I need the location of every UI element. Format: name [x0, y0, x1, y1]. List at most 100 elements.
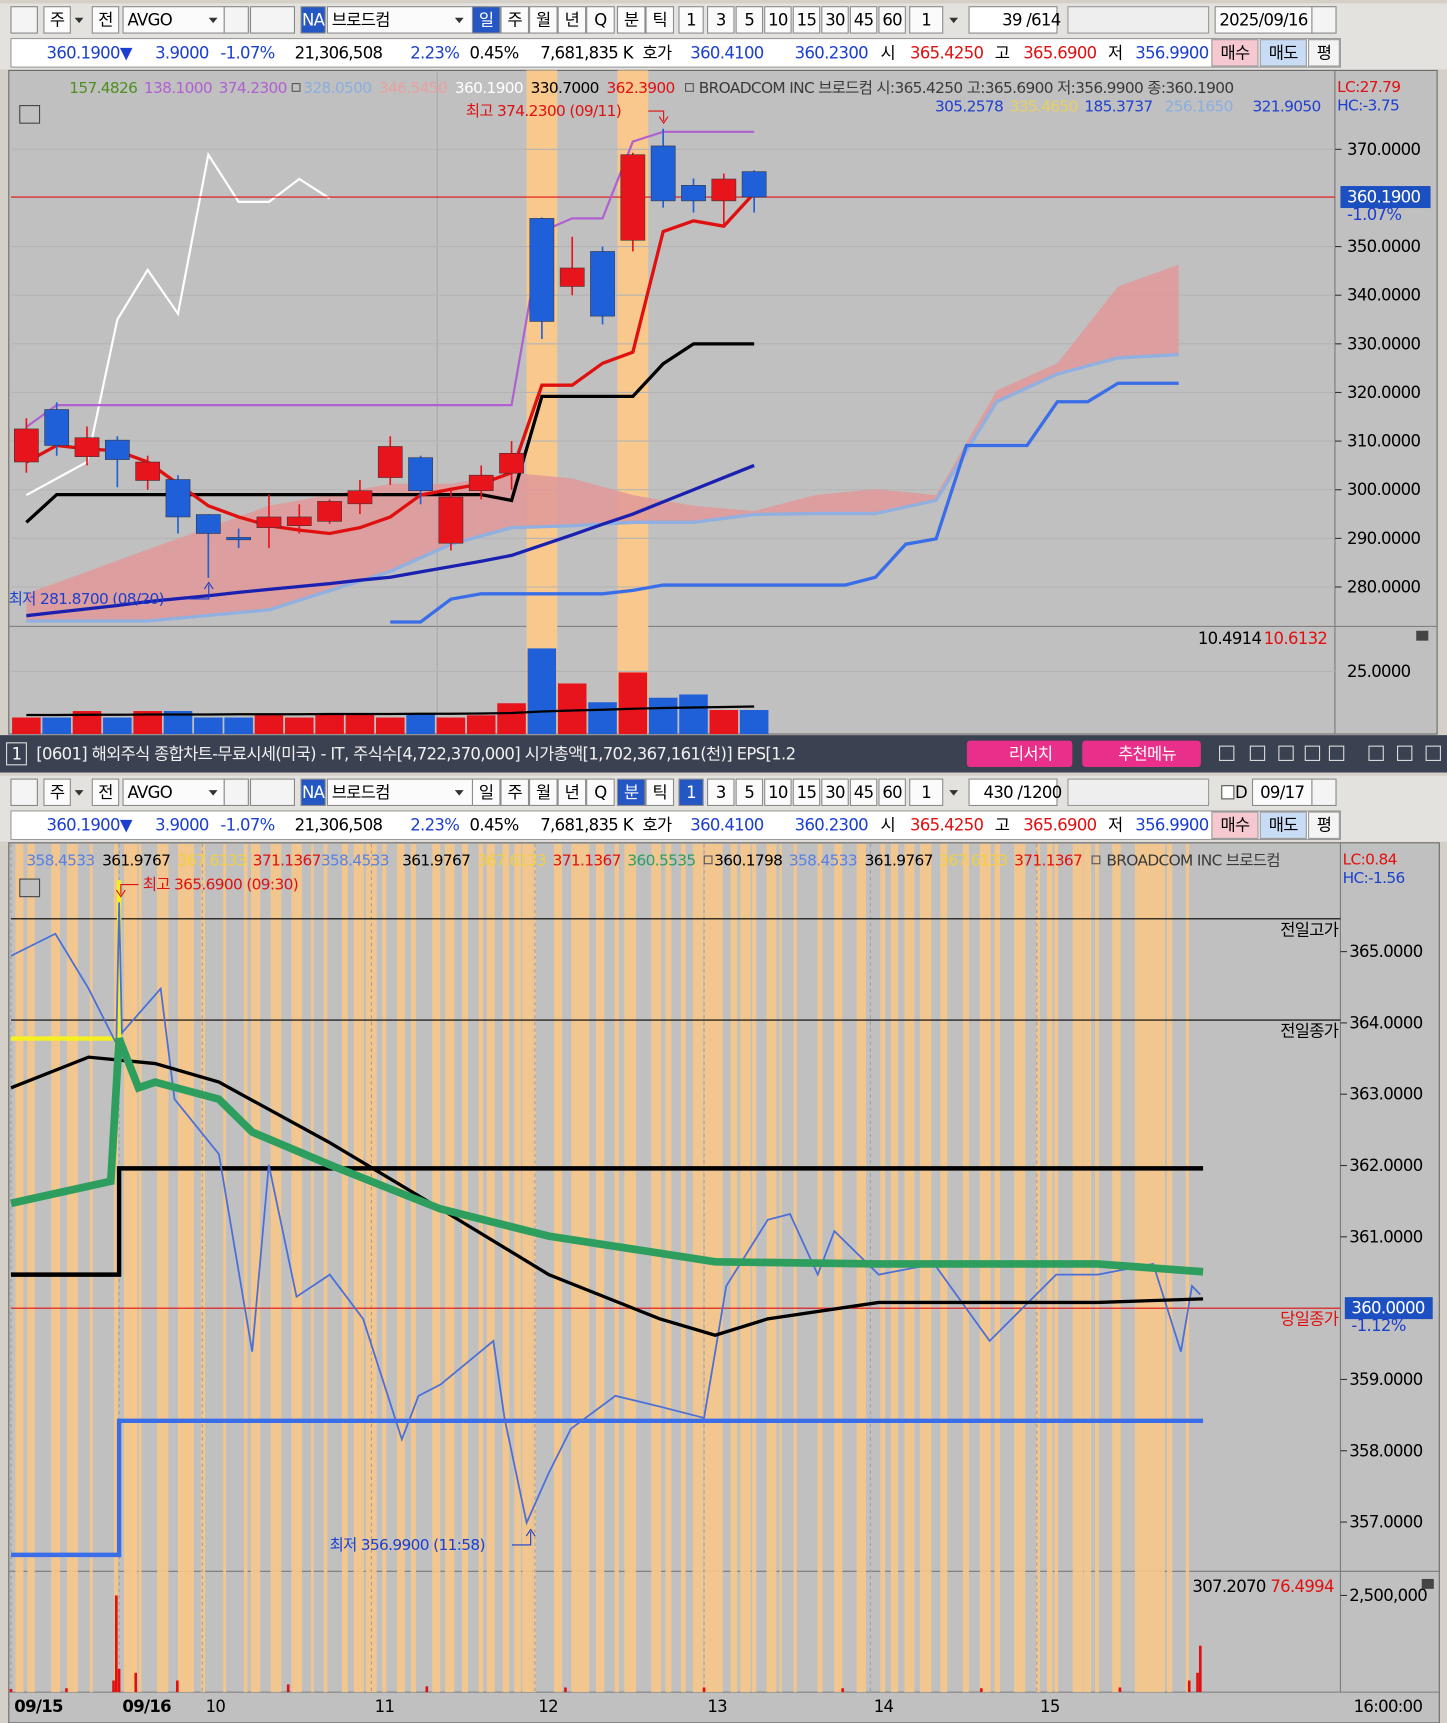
toolbar-button[interactable] — [909, 778, 944, 807]
toolbar-text[interactable]: D — [1235, 783, 1248, 802]
toolbar-text[interactable]: 월 — [536, 10, 551, 29]
toolbar-button[interactable] — [616, 778, 646, 807]
toolbar-text[interactable]: 1 — [921, 783, 931, 802]
window-control[interactable] — [1249, 745, 1266, 761]
buy-button[interactable] — [1211, 39, 1259, 67]
menu-label[interactable]: 추천메뉴 — [1118, 744, 1177, 763]
toolbar-button[interactable] — [849, 778, 878, 807]
toolbar-button[interactable] — [645, 778, 675, 807]
toolbar-text[interactable]: 30 — [825, 10, 845, 29]
toolbar-button[interactable] — [300, 6, 326, 34]
toolbar-button[interactable] — [471, 6, 501, 34]
toolbar-text[interactable]: 10 — [768, 783, 788, 802]
grid-toggle-icon[interactable] — [19, 878, 41, 898]
toolbar-text[interactable]: 주 — [507, 783, 523, 802]
toolbar-text[interactable]: 브로드컴 — [332, 10, 391, 29]
toolbar-button[interactable] — [909, 6, 944, 34]
toolbar-button[interactable] — [616, 6, 646, 34]
toolbar-text[interactable]: /614 — [1026, 10, 1061, 29]
calendar-button[interactable] — [1311, 778, 1337, 807]
toolbar-button[interactable] — [735, 6, 764, 34]
sell-button[interactable] — [1259, 39, 1307, 67]
toolbar-button[interactable] — [1214, 6, 1313, 34]
window-control[interactable] — [1425, 745, 1441, 761]
window-control[interactable] — [1368, 745, 1384, 761]
toolbar-text[interactable]: 3 — [716, 783, 727, 802]
tool-icons[interactable] — [1067, 778, 1210, 807]
toolbar-text[interactable]: 5 — [744, 10, 755, 29]
toolbar-button[interactable] — [557, 6, 587, 34]
toolbar-button[interactable] — [764, 778, 792, 807]
toolbar-button[interactable] — [43, 6, 71, 34]
toolbar-text[interactable]: 일 — [479, 783, 494, 802]
window-control[interactable] — [1397, 745, 1413, 761]
toolbar-text[interactable]: 60 — [882, 783, 902, 802]
toolbar-button[interactable] — [122, 6, 225, 34]
toolbar-button[interactable] — [500, 778, 530, 807]
dropdown-arrow[interactable] — [74, 17, 84, 24]
toolbar-button[interactable] — [557, 778, 587, 807]
tool-icons[interactable] — [1067, 6, 1210, 34]
toolbar-button[interactable] — [645, 6, 675, 34]
toolbar-button[interactable] — [764, 6, 792, 34]
toolbar-text[interactable]: /1200 — [1017, 783, 1062, 802]
window-control[interactable] — [1304, 745, 1321, 761]
toolbar-text[interactable]: 10 — [768, 10, 788, 29]
search-button[interactable] — [223, 6, 249, 34]
toolbar-button[interactable] — [91, 778, 120, 807]
toolbar-button[interactable] — [792, 6, 821, 34]
toolbar-text[interactable]: 5 — [744, 783, 755, 802]
pane-icon[interactable] — [1416, 630, 1429, 641]
dropdown-arrow[interactable] — [949, 790, 959, 796]
dropdown-arrow[interactable] — [208, 790, 218, 796]
dropdown-arrow[interactable] — [208, 17, 218, 24]
toolbar-button[interactable] — [471, 778, 501, 807]
toolbar-text[interactable]: 전 — [98, 783, 113, 802]
toolbar-button[interactable] — [122, 778, 225, 807]
toolbar-text[interactable]: Q — [594, 783, 608, 802]
toolbar-text[interactable]: NA — [302, 783, 326, 802]
quote-text[interactable]: 평 — [1317, 816, 1332, 835]
toolbar-text[interactable]: 월 — [536, 783, 551, 802]
window-control[interactable] — [1278, 745, 1294, 761]
toolbar-button[interactable] — [878, 6, 906, 34]
quote-text[interactable]: 매도 — [1269, 43, 1299, 62]
toolbar-button[interactable] — [849, 6, 878, 34]
dropdown-arrow[interactable] — [454, 790, 464, 796]
toolbar-text[interactable]: 1 — [921, 10, 931, 29]
toolbar-text[interactable]: 45 — [854, 783, 874, 802]
research-button[interactable] — [966, 740, 1073, 768]
grid-toggle-icon[interactable] — [19, 105, 41, 124]
avg-button[interactable] — [1308, 39, 1340, 67]
toolbar-text[interactable]: 분 — [624, 783, 640, 802]
toolbar-button[interactable] — [586, 778, 615, 807]
toolbar-text[interactable]: 39 — [1002, 10, 1022, 29]
quote-text[interactable]: 평 — [1317, 43, 1332, 62]
toolbar-button[interactable] — [707, 6, 735, 34]
toolbar-button[interactable] — [500, 6, 530, 34]
toolbar-text[interactable]: 틱 — [653, 10, 668, 29]
toolbar-text[interactable]: 분 — [624, 10, 640, 29]
toolbar-button[interactable] — [792, 778, 821, 807]
toolbar-text[interactable]: 년 — [565, 10, 580, 29]
calendar-button[interactable] — [1311, 6, 1337, 34]
toolbar-text[interactable]: 3 — [716, 10, 727, 29]
quote-text[interactable]: 매수 — [1220, 816, 1250, 835]
toolbar-button[interactable] — [735, 778, 764, 807]
toolbar-text[interactable]: 30 — [825, 783, 845, 802]
window-control[interactable] — [1219, 745, 1235, 761]
toolbar-text[interactable]: NA — [302, 10, 326, 29]
dropdown-arrow[interactable] — [74, 790, 84, 796]
chart-icon-button[interactable] — [10, 778, 38, 807]
menu-button[interactable] — [1082, 740, 1201, 768]
toolbar-button[interactable] — [300, 778, 326, 807]
toolbar-text[interactable]: 주 — [50, 10, 66, 29]
sound-button[interactable] — [249, 6, 296, 34]
toolbar-text[interactable]: 일 — [479, 10, 494, 29]
toolbar-button[interactable] — [678, 778, 704, 807]
toolbar-text[interactable]: 15 — [797, 783, 817, 802]
buy-button[interactable] — [1211, 811, 1259, 839]
toolbar-button[interactable] — [707, 778, 735, 807]
toolbar-text[interactable]: 년 — [565, 783, 580, 802]
toolbar-text[interactable]: 주 — [507, 10, 523, 29]
